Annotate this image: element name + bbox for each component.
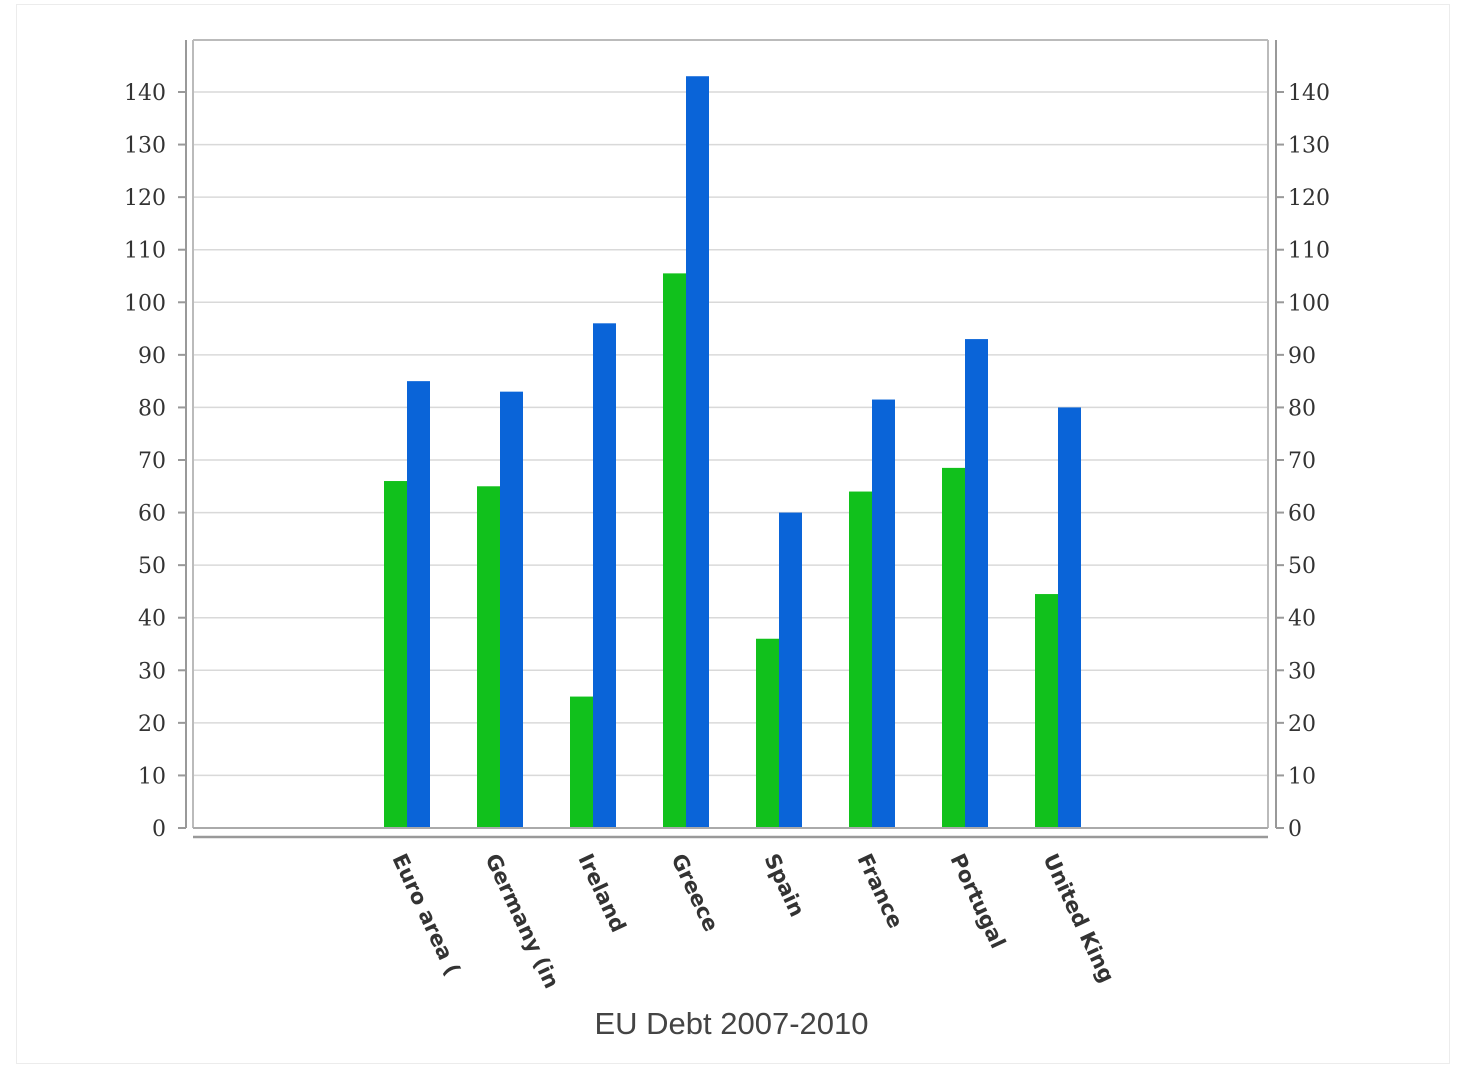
category-label: Spain xyxy=(759,850,809,920)
left-tick-label: 0 xyxy=(152,817,166,842)
left-tick-label: 120 xyxy=(124,186,166,211)
bar-series-1 xyxy=(663,273,686,828)
bar-series-1 xyxy=(1035,594,1058,828)
right-tick-label: 0 xyxy=(1288,817,1302,842)
bar-series-2 xyxy=(779,512,802,828)
right-tick-label: 70 xyxy=(1288,449,1316,474)
right-tick-label: 60 xyxy=(1288,502,1316,527)
bar-series-1 xyxy=(570,696,593,828)
left-tick-label: 60 xyxy=(138,502,166,527)
left-tick-label: 80 xyxy=(138,396,166,421)
category-label: Greece xyxy=(666,850,723,935)
left-tick-label: 50 xyxy=(138,554,166,579)
right-tick-label: 40 xyxy=(1288,607,1316,632)
bar-series-1 xyxy=(384,481,407,828)
bar-series-2 xyxy=(965,339,988,828)
bar-series-2 xyxy=(872,399,895,828)
bar-series-2 xyxy=(500,391,523,828)
left-tick-label: 100 xyxy=(124,291,166,316)
right-tick-label: 100 xyxy=(1288,291,1330,316)
left-tick-label: 30 xyxy=(138,659,166,684)
left-tick-label: 90 xyxy=(138,344,166,369)
right-tick-label: 90 xyxy=(1288,344,1316,369)
bar-series-1 xyxy=(477,486,500,828)
right-tick-label: 10 xyxy=(1288,764,1316,789)
left-tick-label: 10 xyxy=(138,764,166,789)
left-tick-label: 20 xyxy=(138,712,166,737)
gridlines xyxy=(193,39,1268,777)
right-tick-label: 110 xyxy=(1288,239,1330,264)
left-tick-label: 40 xyxy=(138,607,166,632)
right-tick-label: 20 xyxy=(1288,712,1316,737)
category-label: France xyxy=(852,850,907,932)
bar-series-2 xyxy=(407,381,430,828)
chart-title: EU Debt 2007-2010 xyxy=(594,1006,869,1041)
right-tick-label: 130 xyxy=(1288,134,1330,159)
right-tick-label: 140 xyxy=(1288,81,1330,106)
category-label: Euro area ( xyxy=(387,850,464,979)
left-tick-label: 70 xyxy=(138,449,166,474)
bar-series-2 xyxy=(593,323,616,828)
bar-chart: 0 10 20 30 40 50 60 70 80 90 100 110 120 130 140 0 10 20… xyxy=(124,39,1330,992)
left-tick-label: 130 xyxy=(124,134,166,159)
axes xyxy=(185,40,1277,839)
category-label: Germany (in xyxy=(480,850,563,992)
chart-frame xyxy=(16,4,1450,1064)
bar-series-2 xyxy=(686,76,709,828)
left-y-axis-ticks: 0 10 20 30 40 50 60 70 80 90 100 110 120 130 140 xyxy=(124,81,186,842)
x-axis-category-labels: Euro area (Germany (in Ireland Greece Spain… xyxy=(387,850,1119,992)
right-tick-label: 50 xyxy=(1288,554,1316,579)
bar-series-2 xyxy=(1058,407,1081,828)
bar-series-1 xyxy=(849,491,872,828)
right-tick-label: 30 xyxy=(1288,659,1316,684)
category-label: United King xyxy=(1038,850,1119,986)
bar-series-1 xyxy=(756,638,779,828)
right-tick-label: 120 xyxy=(1288,186,1330,211)
bar-series-1 xyxy=(942,467,965,828)
category-label: Ireland xyxy=(573,850,630,936)
left-tick-label: 110 xyxy=(124,239,166,264)
right-y-axis-ticks: 0 10 20 30 40 50 60 70 80 90 100 110 120 130 140 xyxy=(1276,81,1330,842)
left-tick-label: 140 xyxy=(124,81,166,106)
category-label: Portugal xyxy=(945,850,1010,952)
bars xyxy=(384,76,1081,828)
right-tick-label: 80 xyxy=(1288,396,1316,421)
